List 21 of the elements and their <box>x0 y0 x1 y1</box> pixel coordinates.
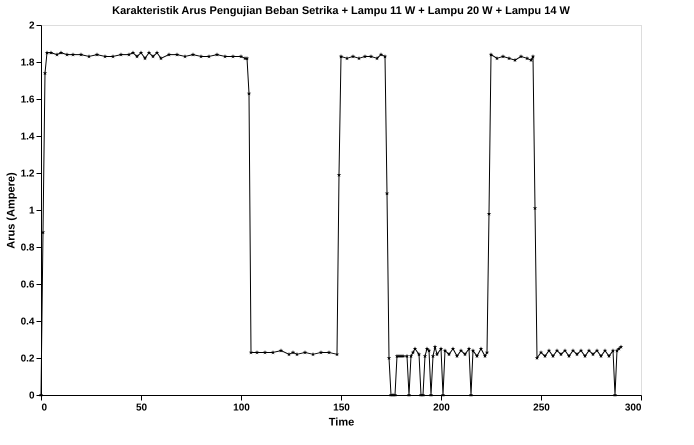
x-tick-label: 300 <box>624 402 642 414</box>
y-axis-title: Arus (Ampere) <box>6 172 18 249</box>
x-tick-label: 50 <box>136 402 148 414</box>
x-tick-label: 200 <box>433 402 450 414</box>
x-tick-label: 150 <box>333 402 350 414</box>
y-tick-label: 0.6 <box>20 280 35 290</box>
y-tick-label: 0.8 <box>20 242 35 254</box>
chart-title: Karakteristik Arus Pengujian Beban Setrika + Lampu 11 W + Lampu 20 W + Lampu 14 W <box>112 5 570 17</box>
y-tick-label: 0.4 <box>20 316 35 328</box>
y-tick-label: 0 <box>28 390 35 402</box>
y-tick-label: 1.4 <box>20 132 35 142</box>
x-tick-label: 100 <box>233 402 250 414</box>
y-tick-label: 1.8 <box>20 58 35 68</box>
y-tick-label: 1.6 <box>20 94 35 106</box>
x-tick-label: 250 <box>533 402 550 414</box>
y-tick-label: 1 <box>28 206 35 216</box>
y-tick-label: 1.2 <box>20 168 35 180</box>
y-tick-label: 2 <box>28 20 35 32</box>
x-tick-label: 0 <box>42 402 48 414</box>
x-axis-title: Time <box>328 416 354 428</box>
y-tick-label: 0.2 <box>20 354 35 364</box>
